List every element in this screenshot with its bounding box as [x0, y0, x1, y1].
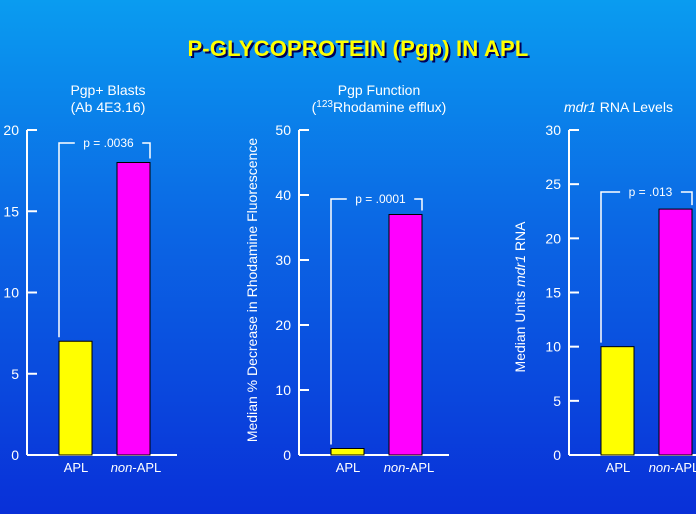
page-title: P-GLYCOPROTEIN (Pgp) IN APL — [187, 36, 529, 61]
chart-title: mdr1 RNA Levels — [564, 99, 673, 115]
chart-mdr1-rna-levels: mdr1 RNA Levels Median Units mdr1 RNA 0 5… — [512, 99, 696, 475]
y-tick-label: 10 — [275, 382, 291, 398]
x-tick-label: non-APL — [384, 460, 435, 475]
y-axis-label: Median Units mdr1 RNA — [512, 221, 528, 373]
y-tick-label: 30 — [275, 252, 291, 268]
y-tick-label: 20 — [3, 122, 19, 138]
y-tick-label: 10 — [545, 339, 561, 355]
x-tick-label: APL — [64, 460, 89, 475]
y-tick-label: 15 — [545, 285, 561, 301]
y-tick-label: 20 — [275, 317, 291, 333]
y-tick-label: 5 — [553, 393, 561, 409]
p-value-annotation: p = .0001 — [355, 192, 406, 206]
chart-subtitle: (123Rhodamine efflux) — [312, 99, 447, 115]
y-tick-label: 40 — [275, 187, 291, 203]
significance-bracket — [600, 191, 693, 343]
y-tick-label: 15 — [3, 203, 19, 219]
bar-non-apl — [388, 214, 423, 456]
bar-apl — [58, 340, 93, 456]
chart-pgp-blasts: Pgp+ Blasts (Ab 4E3.16) 0 5 10 15 20 APL non-A… — [3, 82, 177, 475]
x-tick-label: APL — [606, 460, 631, 475]
y-tick-label: 10 — [3, 285, 19, 301]
bar-apl — [330, 448, 365, 456]
y-tick-label: 0 — [553, 447, 561, 463]
bar-apl — [600, 346, 635, 456]
bar-non-apl — [658, 208, 693, 456]
y-tick-label: 30 — [545, 122, 561, 138]
significance-bracket — [330, 198, 423, 445]
x-tick-label: APL — [336, 460, 361, 475]
chart-title: Pgp+ Blasts — [70, 82, 145, 98]
chart-title: Pgp Function — [338, 82, 421, 98]
y-tick-label: 0 — [283, 447, 291, 463]
y-tick-label: 50 — [275, 122, 291, 138]
y-axis-label: Median % Decrease in Rhodamine Fluoresce… — [244, 138, 260, 442]
bar-non-apl — [116, 162, 151, 456]
y-tick-label: 20 — [545, 230, 561, 246]
y-tick-label: 5 — [11, 366, 19, 382]
chart-pgp-function: Pgp Function (123Rhodamine efflux) Media… — [244, 82, 449, 475]
chart-subtitle: (Ab 4E3.16) — [71, 99, 146, 115]
p-value-annotation: p = .013 — [629, 185, 673, 199]
p-value-annotation: p = .0036 — [83, 136, 134, 150]
y-tick-label: 25 — [545, 176, 561, 192]
x-tick-label: non-APL — [111, 460, 162, 475]
x-tick-label: non-APL — [649, 460, 696, 475]
y-tick-label: 0 — [11, 447, 19, 463]
significance-bracket — [58, 142, 151, 338]
